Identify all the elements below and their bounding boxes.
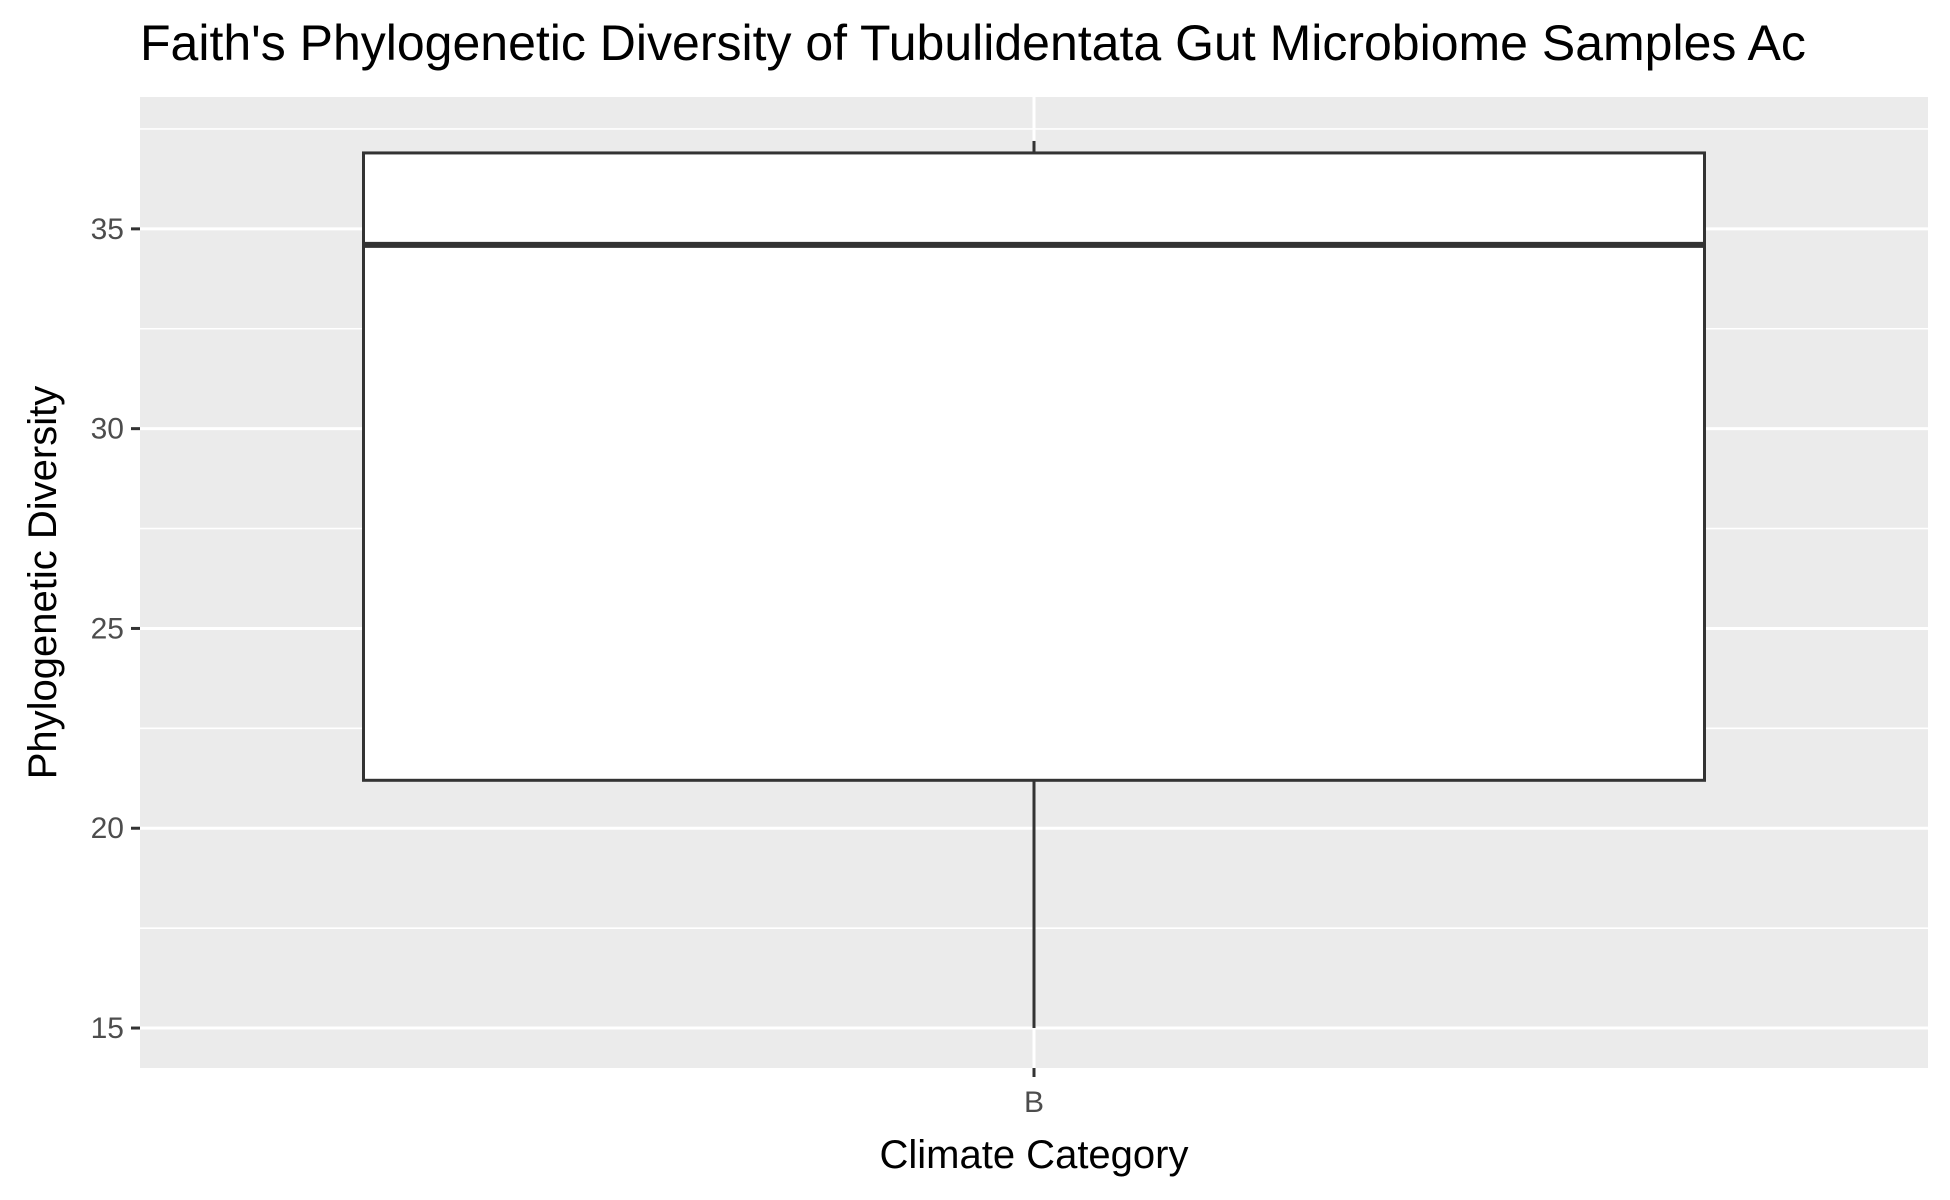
chart-title: Faith's Phylogenetic Diversity of Tubuli… — [140, 15, 1806, 71]
y-tick-label: 15 — [91, 1012, 124, 1045]
y-tick-label: 25 — [91, 612, 124, 645]
y-tick-label: 30 — [91, 413, 124, 446]
x-tick-label: B — [1024, 1086, 1044, 1119]
box-iqr — [362, 151, 1706, 782]
y-tick-label: 35 — [91, 213, 124, 246]
y-tick-label: 20 — [91, 812, 124, 845]
box-B — [362, 140, 1706, 1029]
y-axis-title: Phylogenetic Diversity — [21, 386, 65, 780]
x-axis: B — [1024, 1068, 1044, 1119]
x-axis-title: Climate Category — [879, 1133, 1188, 1177]
box-series — [362, 140, 1706, 1029]
y-axis: 15 20 25 30 35 — [91, 213, 140, 1045]
